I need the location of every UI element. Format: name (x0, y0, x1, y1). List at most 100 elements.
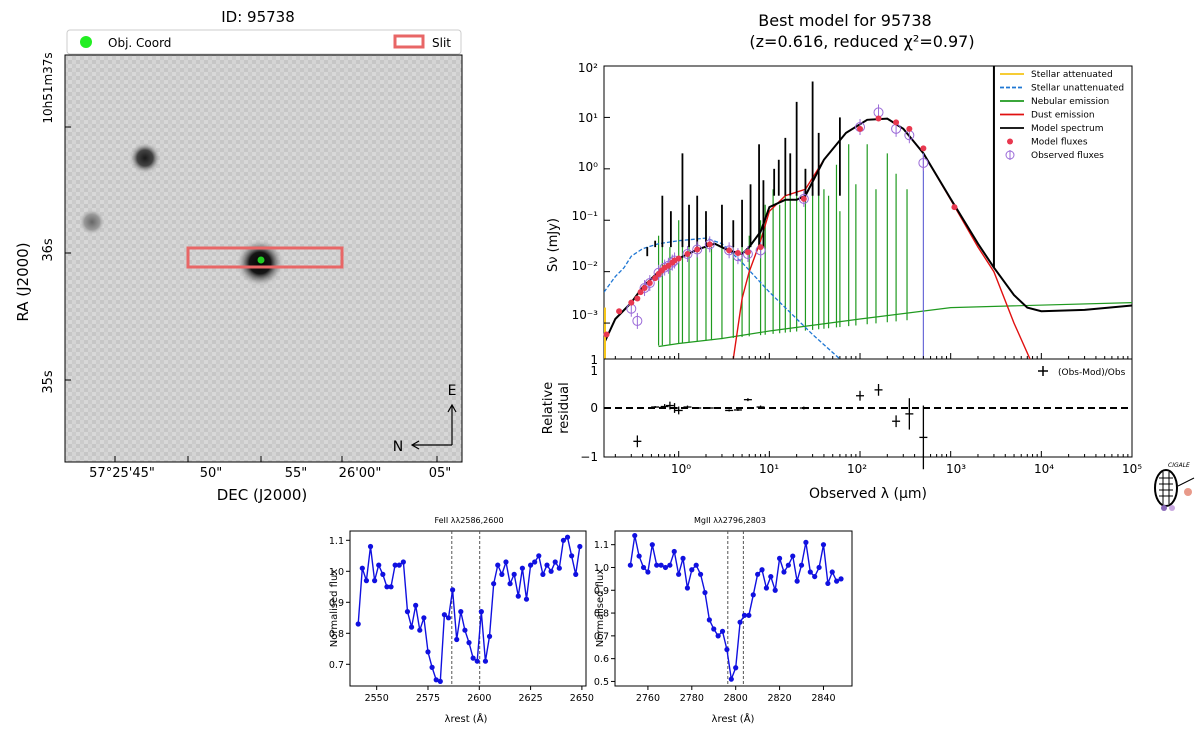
image-legend (66, 29, 462, 55)
image-panel: ID: 95738 (14, 8, 463, 504)
flux-point (755, 571, 761, 577)
flux-point (636, 553, 642, 559)
model-flux-point (641, 285, 648, 292)
y-tick-label: 0.8 (594, 609, 609, 620)
flux-point (763, 585, 770, 591)
flux-point (495, 562, 501, 568)
flux-point (816, 564, 822, 571)
legend-label: Nebular emission (1031, 97, 1109, 107)
residual-points (633, 383, 928, 470)
sed-title-line2: (z=0.616, reduced χ²=0.97) (749, 32, 974, 51)
flux-point (790, 553, 796, 559)
flux-point (564, 534, 571, 540)
compass-arrows (410, 403, 457, 450)
flux-point (812, 573, 818, 580)
x-tick-label: 2575 (416, 693, 440, 704)
flux-point (654, 562, 660, 568)
sed-points (603, 104, 958, 338)
sed-panel: Best model for 95738 (z=0.616, reduced χ… (541, 11, 1195, 511)
flux-point (728, 676, 734, 682)
cigale-logo-text: CIGALE (1168, 462, 1190, 469)
flux-point (750, 592, 756, 598)
stellar-unattenuated-curve (604, 237, 841, 359)
sed-ticks (604, 65, 1133, 458)
flux-point (519, 565, 525, 571)
flux-point (768, 573, 774, 580)
slit-box (186, 246, 344, 269)
flux-point (359, 565, 365, 571)
flux-point (724, 646, 730, 653)
model-flux-point (951, 204, 958, 211)
ra-tick-36: 36s (41, 238, 56, 262)
observed-flux-point (798, 193, 809, 204)
model-flux-point (694, 246, 701, 253)
flux-point (544, 562, 550, 568)
slit-legend-marker (393, 34, 425, 49)
y-tick-label: 1.1 (329, 536, 344, 547)
model-flux-point (744, 249, 751, 256)
flux-point (441, 612, 447, 618)
sed-legend: Stellar attenuated Stellar unattenuated Ne… (1000, 70, 1124, 161)
flux-point (421, 615, 427, 621)
sed-xtick-1e2: 10² (847, 462, 867, 476)
flux-point (798, 562, 805, 568)
flux-point (429, 664, 435, 671)
compass-north: N (393, 439, 403, 455)
flux-point (482, 658, 489, 664)
flux-point (404, 609, 411, 615)
legend-label: Stellar unattenuated (1031, 84, 1124, 94)
flux-point (697, 571, 704, 577)
feii-ylabel: Normalised flux (329, 569, 340, 647)
flux-point (781, 569, 787, 575)
model-flux-point (726, 247, 733, 254)
model-flux-point (893, 119, 900, 126)
x-tick-label: 2800 (724, 693, 748, 704)
sed-ytick-1em1: 10⁻¹ (572, 209, 599, 223)
image-frame (64, 54, 463, 463)
x-tick-label: 2760 (636, 693, 660, 704)
sed-xtick-1e0: 10⁰ (671, 462, 691, 476)
flux-point (413, 602, 419, 609)
sed-ytick-1e0: 10⁰ (578, 160, 598, 174)
flux-point (737, 619, 743, 625)
flux-point (573, 571, 579, 578)
flux-point (491, 581, 497, 587)
mgii-xlabel: λrest (Å) (712, 712, 755, 725)
flux-point (746, 612, 752, 618)
flux-point (803, 539, 809, 545)
observed-flux-point (692, 244, 703, 255)
flux-point (684, 585, 691, 591)
flux-point (645, 569, 651, 575)
flux-point (689, 567, 695, 573)
flux-point (507, 581, 513, 587)
flux-point (649, 542, 655, 548)
obj-coord-legend-label: Obj. Coord (108, 36, 171, 50)
feii-frame (349, 530, 587, 687)
model-flux-point (734, 250, 741, 257)
observed-flux-point (667, 257, 678, 268)
flux-point (794, 578, 800, 584)
y-tick-label: 0.9 (594, 586, 609, 597)
model-flux-point (875, 115, 882, 122)
feii-xlabel: λrest (Å) (445, 712, 488, 725)
flux-point (376, 562, 382, 568)
flux-point (486, 633, 493, 640)
flux-point (437, 678, 443, 684)
sed-curves (604, 66, 1132, 359)
flux-point (515, 593, 521, 599)
residual-ylabel-1: Relative (541, 382, 556, 434)
flux-point (577, 543, 583, 550)
image-title: ID: 95738 (221, 8, 295, 26)
flux-point (759, 567, 765, 573)
observed-flux-point (639, 283, 650, 294)
x-tick-label: 2820 (767, 693, 791, 704)
y-tick-label: 0.9 (329, 598, 344, 609)
y-tick-label: 0.7 (329, 660, 344, 671)
flux-point (400, 559, 406, 565)
x-tick-label: 2600 (467, 693, 491, 704)
feii-title: FeII λλ2586,2600 (434, 516, 503, 525)
sed-title-line1: Best model for 95738 (758, 11, 931, 30)
model-flux-point (603, 331, 610, 338)
model-flux-point (906, 125, 913, 132)
flux-point (706, 617, 712, 623)
